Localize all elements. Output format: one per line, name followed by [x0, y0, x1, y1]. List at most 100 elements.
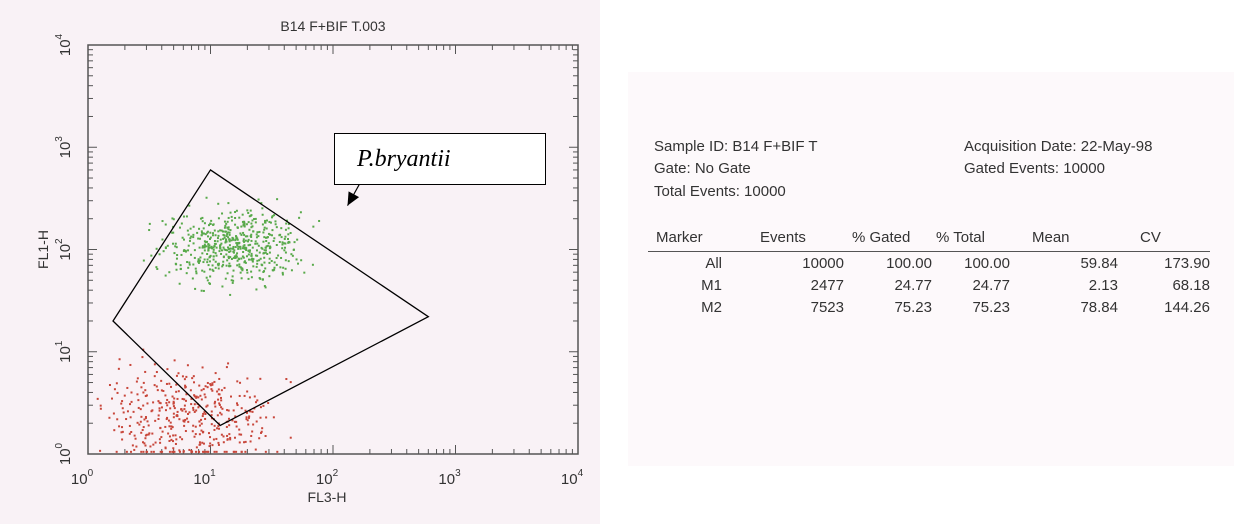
data-point-series-1	[227, 362, 230, 365]
data-point-series-1	[197, 406, 200, 409]
data-point-series-0	[211, 247, 214, 250]
data-point-series-1	[188, 448, 191, 451]
data-point-series-1	[169, 407, 172, 410]
data-point-series-1	[198, 441, 201, 444]
data-point-series-1	[171, 450, 174, 453]
data-point-series-0	[247, 253, 250, 256]
data-point-series-0	[264, 219, 267, 222]
data-point-series-0	[277, 254, 280, 257]
data-point-series-1	[174, 434, 177, 437]
data-point-series-1	[159, 402, 162, 405]
data-point-series-0	[284, 267, 287, 270]
data-point-series-1	[155, 385, 158, 388]
data-point-series-0	[217, 264, 220, 267]
data-point-series-1	[158, 409, 161, 412]
data-point-series-1	[155, 371, 158, 374]
cell-pct-gated: 24.77	[894, 276, 932, 294]
data-point-series-0	[172, 242, 175, 245]
data-point-series-0	[281, 271, 284, 274]
data-point-series-1	[166, 398, 169, 401]
data-point-series-0	[223, 226, 226, 229]
data-point-series-0	[245, 255, 248, 258]
data-point-series-1	[220, 406, 223, 409]
data-point-series-1	[184, 385, 187, 388]
data-point-series-1	[142, 450, 145, 453]
data-point-series-0	[269, 221, 272, 224]
data-point-series-1	[175, 438, 178, 441]
data-point-series-0	[264, 267, 267, 270]
data-point-series-0	[303, 271, 306, 274]
data-point-series-0	[258, 230, 261, 233]
data-point-series-0	[229, 256, 232, 259]
data-point-series-0	[222, 263, 225, 266]
data-point-series-0	[220, 229, 223, 232]
data-point-series-0	[224, 224, 227, 227]
table-header-row: Marker Events % Gated % Total Mean CV	[648, 227, 1210, 252]
data-point-series-0	[278, 240, 281, 243]
data-point-series-0	[276, 198, 279, 201]
data-point-series-0	[250, 258, 253, 261]
data-point-series-1	[151, 432, 154, 435]
data-point-series-0	[156, 267, 159, 270]
data-point-series-1	[99, 404, 102, 407]
data-point-series-0	[225, 222, 228, 225]
data-point-series-0	[181, 236, 184, 239]
data-point-series-0	[289, 231, 292, 234]
data-point-series-1	[195, 409, 198, 412]
data-point-series-1	[161, 450, 164, 453]
data-point-series-0	[179, 264, 182, 267]
data-point-series-1	[160, 436, 163, 439]
data-point-series-0	[290, 269, 293, 272]
data-point-series-0	[195, 270, 198, 273]
data-point-series-0	[269, 245, 272, 248]
data-point-series-0	[259, 257, 262, 260]
data-point-series-0	[148, 229, 151, 232]
data-point-series-1	[183, 404, 186, 407]
data-point-series-1	[147, 424, 150, 427]
data-point-series-1	[113, 388, 116, 391]
data-point-series-0	[264, 251, 267, 254]
data-point-series-0	[178, 282, 181, 285]
data-point-series-1	[244, 450, 247, 453]
cell-marker: All	[705, 254, 722, 272]
data-point-series-0	[256, 242, 259, 245]
data-point-series-1	[225, 366, 228, 369]
data-point-series-0	[207, 246, 210, 249]
data-point-series-1	[183, 424, 186, 427]
data-point-series-1	[259, 416, 262, 419]
data-point-series-1	[236, 404, 239, 407]
data-point-series-0	[237, 245, 240, 248]
data-point-series-0	[228, 238, 231, 241]
data-point-series-0	[233, 249, 236, 252]
data-point-series-1	[245, 416, 248, 419]
data-point-series-0	[258, 269, 261, 272]
data-point-series-0	[256, 231, 259, 234]
cell-pct-gated: 75.23	[894, 298, 932, 316]
data-point-series-0	[269, 233, 272, 236]
data-point-series-0	[232, 245, 235, 248]
data-point-series-0	[226, 272, 229, 275]
data-point-series-0	[227, 257, 230, 260]
data-point-series-0	[236, 237, 239, 240]
data-point-series-1	[140, 431, 143, 434]
data-point-series-1	[209, 384, 212, 387]
data-point-series-1	[212, 438, 215, 441]
data-point-series-1	[99, 449, 102, 452]
data-point-series-0	[207, 264, 210, 267]
data-point-series-0	[287, 241, 290, 244]
data-point-series-1	[186, 364, 189, 367]
data-point-series-0	[171, 231, 174, 234]
data-point-series-1	[125, 418, 128, 421]
data-point-series-1	[220, 433, 223, 436]
cell-pct-total: 100.00	[964, 254, 1010, 272]
data-point-series-0	[249, 209, 252, 212]
data-point-series-1	[142, 391, 145, 394]
data-point-series-0	[265, 227, 268, 230]
data-point-series-1	[164, 409, 167, 412]
data-point-series-1	[142, 381, 145, 384]
data-point-series-1	[225, 425, 228, 428]
data-point-series-0	[270, 259, 273, 262]
data-point-series-1	[181, 397, 184, 400]
data-point-series-0	[182, 250, 185, 253]
data-point-series-0	[155, 247, 158, 250]
